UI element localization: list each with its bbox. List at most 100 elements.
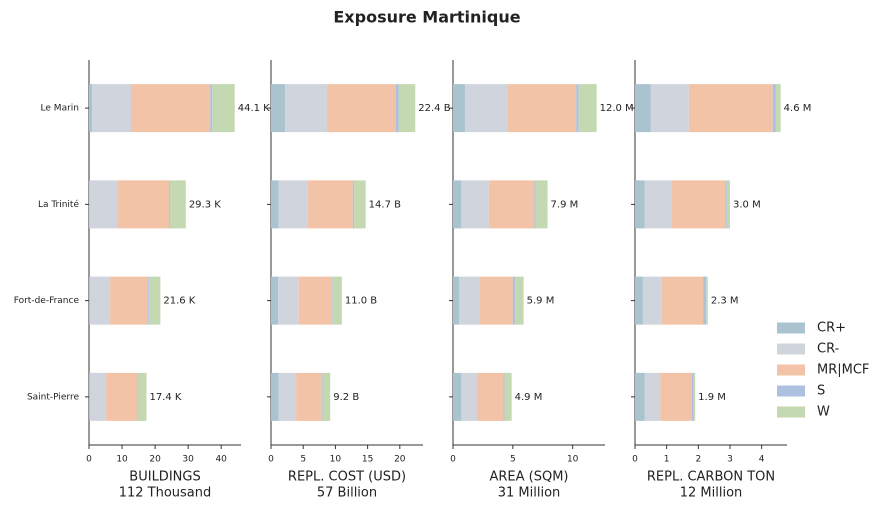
bar-segment	[137, 372, 147, 421]
x-tick-label: 20	[394, 455, 406, 465]
x-tick-label: 1	[664, 455, 670, 465]
legend-swatch	[777, 343, 805, 355]
total-label: 22.4 B	[418, 103, 450, 114]
x-tick-label: 4	[759, 455, 765, 465]
total-label: 4.6 M	[784, 103, 812, 114]
x-tick-label: 0	[86, 455, 92, 465]
bar-segment	[322, 372, 331, 421]
bar-segment	[635, 276, 643, 325]
x-tick-label: 15	[362, 455, 373, 465]
bar-segment	[453, 276, 459, 325]
bar-segment	[706, 276, 708, 325]
bar-segment	[726, 180, 730, 229]
chart-title: Exposure Martinique	[333, 8, 520, 27]
bar-segment	[169, 180, 186, 229]
bar-segment	[271, 84, 286, 133]
legend-swatch	[777, 385, 805, 397]
y-tick-label: Saint-Pierre	[27, 392, 80, 402]
bar-segment	[515, 276, 524, 325]
legend-label: MR|MCF	[817, 363, 869, 378]
x-tick-label: 5	[510, 455, 516, 465]
bar-segment	[503, 372, 505, 421]
bar-segment	[453, 84, 465, 133]
x-axis-sublabel: 112 Thousand	[119, 486, 212, 501]
bar-segment	[512, 276, 516, 325]
bar-segment	[106, 372, 137, 421]
total-label: 2.3 M	[711, 296, 739, 307]
x-tick-label: 2	[695, 455, 701, 465]
bar-segment	[89, 180, 118, 229]
y-tick-label: Le Marin	[41, 104, 79, 114]
total-label: 14.7 B	[369, 199, 401, 210]
total-label: 9.2 B	[333, 392, 359, 403]
bar-segment	[461, 180, 489, 229]
bar-segment	[660, 372, 692, 421]
legend-swatch	[777, 322, 805, 334]
bar-segment	[576, 84, 579, 133]
total-label: 11.0 B	[345, 296, 377, 307]
x-tick-label: 10	[567, 455, 579, 465]
bar-segment	[307, 180, 353, 229]
x-tick-label: 3	[727, 455, 733, 465]
bar-segment	[89, 180, 90, 229]
bar-segment	[168, 180, 170, 229]
legend-swatch	[777, 406, 805, 418]
total-label: 4.9 M	[515, 392, 543, 403]
bar-segment	[352, 180, 355, 229]
bar-segment	[89, 84, 93, 133]
x-tick-label: 10	[116, 455, 128, 465]
legend-label: W	[817, 405, 830, 420]
legend-label: CR-	[817, 342, 840, 357]
x-axis-sublabel: 57 Billion	[317, 486, 377, 501]
y-tick-label: Fort-de-France	[14, 296, 80, 306]
bar-segment	[650, 84, 689, 133]
total-label: 12.0 M	[600, 103, 634, 114]
bar-segment	[92, 84, 131, 133]
x-axis-label: REPL. COST (USD)	[288, 470, 406, 485]
bar-segment	[688, 84, 773, 133]
bar-segment	[298, 276, 333, 325]
bar-segment	[210, 84, 213, 133]
bar-segment	[89, 372, 107, 421]
bar-segment	[332, 276, 333, 325]
x-tick-label: 0	[632, 455, 638, 465]
bar-segment	[534, 180, 536, 229]
bar-segment	[635, 180, 645, 229]
total-label: 17.4 K	[149, 392, 181, 403]
x-axis-label: REPL. CARBON TON	[647, 470, 775, 485]
y-tick-label: La Trinité	[38, 199, 79, 210]
x-tick-label: 0	[268, 455, 274, 465]
legend-label: S	[817, 384, 825, 399]
bar-segment	[504, 372, 512, 421]
x-axis-sublabel: 31 Million	[498, 486, 561, 501]
bar-segment	[327, 84, 396, 133]
bar-segment	[395, 84, 399, 133]
bar-segment	[453, 180, 462, 229]
legend-swatch	[777, 364, 805, 376]
x-tick-label: 5	[300, 455, 306, 465]
bar-segment	[479, 276, 513, 325]
bar-segment	[136, 372, 138, 421]
bar-segment	[772, 84, 776, 133]
bar-segment	[212, 84, 235, 133]
bar-segment	[278, 180, 308, 229]
bar-segment	[458, 276, 480, 325]
bar-segment	[278, 372, 297, 421]
bar-segment	[89, 276, 111, 325]
bar-segment	[148, 276, 150, 325]
total-label: 21.6 K	[163, 296, 195, 307]
bar-segment	[692, 372, 694, 421]
x-tick-label: 30	[182, 455, 194, 465]
bar-segment	[149, 276, 161, 325]
bar-segment	[321, 372, 323, 421]
total-label: 7.9 M	[551, 199, 579, 210]
total-label: 44.1 K	[238, 103, 270, 114]
bar-segment	[644, 180, 672, 229]
bar-segment	[461, 372, 477, 421]
bar-segment	[285, 84, 328, 133]
x-tick-label: 20	[149, 455, 161, 465]
bar-segment	[296, 372, 322, 421]
bar-segment	[703, 276, 707, 325]
bar-segment	[464, 84, 509, 133]
